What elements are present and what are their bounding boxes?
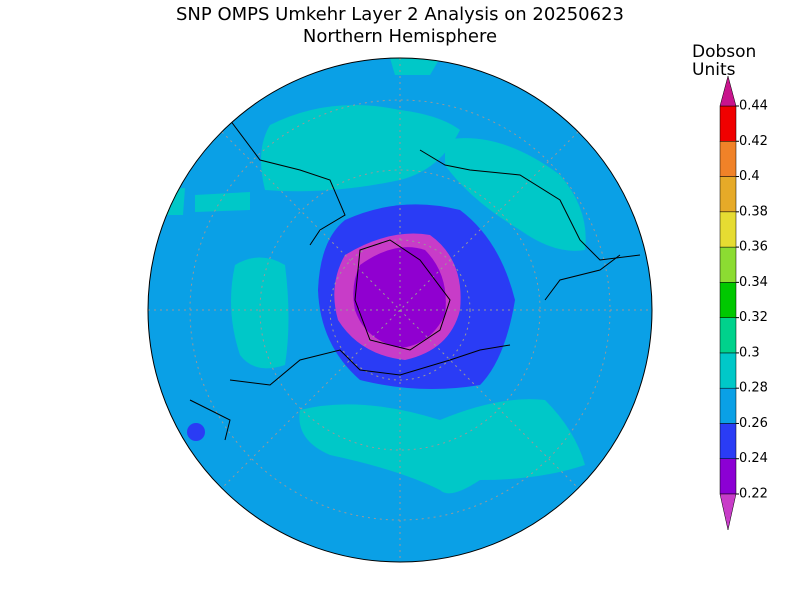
colorbar-tick-label: 0.32 [739, 310, 768, 325]
colorbar-label: Units [692, 60, 736, 80]
colorbar-label: Dobson [692, 42, 756, 62]
map-border [147, 57, 653, 563]
field-region [187, 423, 205, 441]
field-region [390, 58, 440, 75]
colorbar-tick-label: 0.4 [739, 169, 760, 184]
colorbar-band [719, 141, 737, 177]
graticule [148, 58, 652, 562]
title: SNP OMPS Umkehr Layer 2 Analysis on 2025… [176, 4, 624, 25]
colorbar-tick-label: 0.3 [739, 345, 760, 360]
colorbar-tick-label: 0.36 [739, 240, 768, 255]
colorbar-band [719, 387, 737, 424]
colorbar-tick-label: 0.38 [739, 204, 768, 219]
field-region [445, 138, 586, 251]
map [148, 58, 652, 562]
colorbar-band [719, 352, 737, 389]
field-region [261, 105, 460, 192]
colorbar-under [719, 493, 737, 531]
colorbar-band [719, 458, 737, 495]
colorbar-band [719, 105, 737, 142]
colorbar-tick-label: 0.26 [739, 416, 768, 431]
colorbar-band [719, 282, 737, 318]
colorbar-tick-label: 0.42 [739, 134, 768, 149]
subtitle: Northern Hemisphere [303, 26, 497, 47]
field-region [299, 399, 585, 494]
colorbar-over [719, 75, 737, 107]
colorbar: 0.22 0.24 0.26 0.28 0.3 0.32 0.34 0.36 0.38 0.4 0.… [719, 75, 768, 531]
colorbar-band [719, 246, 737, 283]
colorbar-band [719, 211, 737, 248]
colorbar-tick-label: 0.44 [739, 99, 768, 114]
field-region [160, 188, 250, 215]
colorbar-tick-label: 0.34 [739, 275, 768, 290]
colorbar-tick-label: 0.28 [739, 381, 768, 396]
colorbar-band [719, 423, 737, 459]
colorbar-tick-label: 0.22 [739, 487, 768, 502]
colorbar-band [719, 176, 737, 213]
coastline [189, 119, 641, 441]
field-region [231, 257, 289, 369]
colorbar-tick-label: 0.24 [739, 451, 768, 466]
colorbar-band [719, 317, 737, 354]
field-region [353, 247, 446, 348]
